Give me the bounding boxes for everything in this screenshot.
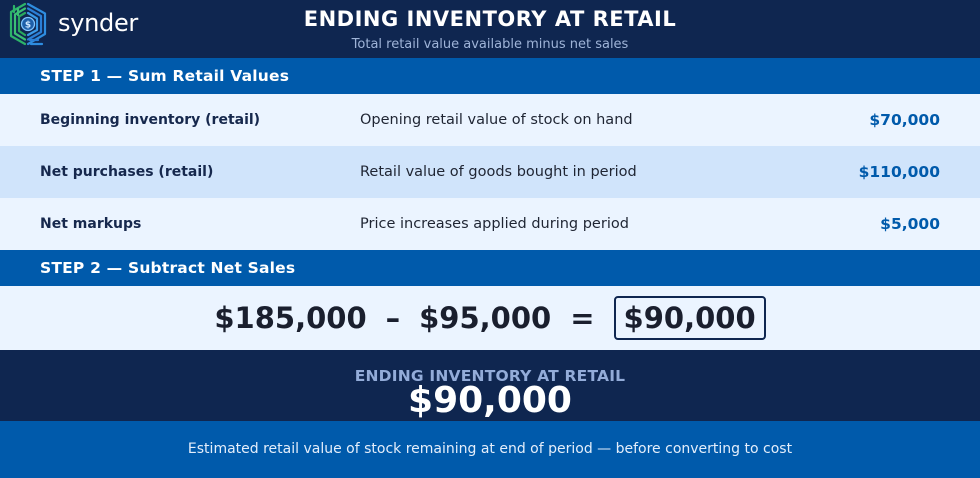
- row-label: Net purchases (retail): [40, 164, 214, 180]
- row-description: Price increases applied during period: [360, 216, 629, 232]
- summary-label: ENDING INVENTORY AT RETAIL: [354, 367, 626, 385]
- header: $ synder ENDING INVENTORY AT RETAIL Tota…: [0, 0, 980, 58]
- step1-header: STEP 1 — Sum Retail Values: [0, 58, 980, 94]
- minus-operator: –: [385, 301, 401, 335]
- row-description: Opening retail value of stock on hand: [360, 112, 633, 128]
- total-retail-value: $185,000: [214, 301, 367, 335]
- page-title: ENDING INVENTORY AT RETAIL: [303, 7, 677, 31]
- step2-header: STEP 2 — Subtract Net Sales: [0, 250, 980, 286]
- brand-name: synder: [58, 9, 138, 37]
- footer-note: Estimated retail value of stock remainin…: [0, 421, 980, 478]
- net-sales-value: $95,000: [419, 301, 552, 335]
- svg-text:$: $: [25, 21, 31, 31]
- row-label: Net markups: [40, 216, 142, 232]
- brand-logo: $ synder: [6, 1, 138, 47]
- summary-panel: ENDING INVENTORY AT RETAIL $90,000: [0, 350, 980, 421]
- summary-value: $90,000: [408, 380, 572, 421]
- table-row: Net purchases (retail) Retail value of g…: [0, 146, 980, 198]
- row-description: Retail value of goods bought in period: [360, 164, 637, 180]
- table-row: Net markups Price increases applied duri…: [0, 198, 980, 250]
- row-value: $5,000: [880, 215, 940, 233]
- equals-operator: =: [570, 301, 595, 335]
- subtraction-equation: $185,000 – $95,000 = $90,000: [0, 286, 980, 350]
- row-value: $70,000: [869, 111, 940, 129]
- page-subtitle: Total retail value available minus net s…: [351, 37, 629, 52]
- equation-result: $90,000: [613, 296, 766, 340]
- row-label: Beginning inventory (retail): [40, 112, 261, 128]
- table-row: Beginning inventory (retail) Opening ret…: [0, 94, 980, 146]
- hexagon-coin-logo-icon: $: [9, 2, 47, 46]
- row-value: $110,000: [858, 163, 940, 181]
